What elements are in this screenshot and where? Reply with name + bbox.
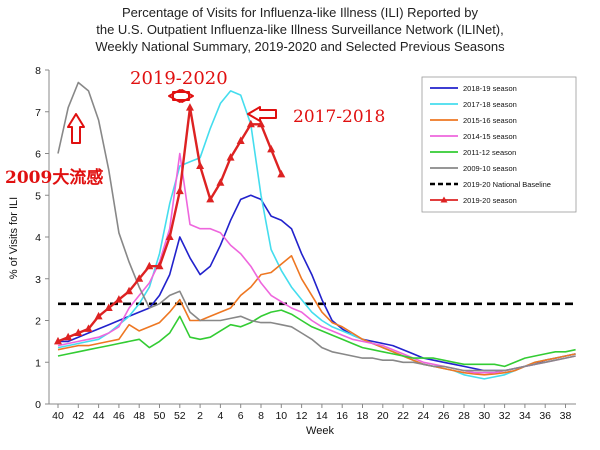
legend-items: 2018-19 season 2017-18 season 2015-16 seas…: [430, 84, 551, 205]
series-2019-20-season-point: [246, 119, 255, 128]
x-tick-label: 30: [478, 410, 490, 422]
y-tick-label: 6: [35, 149, 41, 161]
series-2019-20-season-point: [165, 232, 174, 240]
series-2019-20-season-point: [84, 324, 93, 332]
x-tick-label: 6: [238, 410, 244, 422]
x-tick-label: 16: [336, 410, 348, 422]
x-tick-label: 34: [519, 410, 531, 422]
series-2019-20-season-point: [74, 328, 83, 337]
x-tick-label: 18: [357, 410, 369, 422]
series-2019-20-season-point: [155, 261, 164, 270]
x-tick-label: 20: [377, 410, 389, 422]
chart-title-line-1: Percentage of Visits for Influenza-like …: [122, 5, 478, 20]
annotation-2017-2018: 2017-2018: [293, 107, 385, 127]
y-tick-label: 2: [35, 316, 41, 328]
series-2019-20-season-point: [185, 103, 194, 111]
annotation-2019-2020: 2019-2020: [130, 68, 228, 89]
series-2019-20-season-point: [216, 178, 225, 186]
legend-box: [421, 76, 577, 213]
y-axis-label: % of Visits for ILI: [8, 197, 20, 279]
y-tick-label: 5: [35, 190, 41, 202]
legend: 2018-19 season 2017-18 season 2015-16 seas…: [421, 76, 577, 213]
y-tick-label: 8: [35, 65, 41, 77]
series-2019-20-season-point: [267, 144, 276, 153]
y-tick-label: 7: [35, 107, 41, 119]
x-tick-label: 2: [197, 410, 203, 422]
series-2019-20-season-point: [175, 186, 184, 195]
series-2019-20-season-point: [196, 161, 205, 170]
arrow-2009: [67, 113, 85, 144]
legend-label-2011-12-season: 2011-12 season: [463, 148, 516, 157]
x-tick-label: 48: [133, 410, 145, 422]
x-tick-label: 46: [113, 410, 125, 422]
series-2019-20-season-point: [135, 274, 144, 282]
x-tick-label: 42: [72, 410, 84, 422]
x-tick-label: 40: [52, 410, 64, 422]
legend-label-2019-20-national-baseline: 2019-20 National Baseline: [463, 180, 551, 189]
series-2019-20-season-point: [206, 194, 215, 203]
series-2019-20-season-point: [257, 119, 265, 128]
series-2019-20-season-point: [277, 169, 286, 178]
x-axis-ticks: 40 42 44 46 48 50 52 2 4 6 8 10 12 14 16 18 20 22 24 26 28 30…: [52, 404, 571, 422]
y-tick-label: 3: [35, 274, 41, 286]
series-2019-20-season-point: [64, 332, 73, 341]
legend-label-2014-15-season: 2014-15 season: [463, 132, 517, 141]
x-tick-label: 4: [217, 410, 223, 422]
annotations: 2019-2020 2017-2018 2009大流感: [5, 68, 385, 188]
x-tick-label: 8: [258, 410, 264, 422]
x-tick-label: 26: [438, 410, 450, 422]
y-tick-label: 4: [35, 232, 41, 244]
legend-label-2017-18-season: 2017-18 season: [463, 100, 517, 109]
series-2017-18-season: [57, 90, 576, 380]
chart-title-line-2: the U.S. Outpatient Influenza-like Illne…: [96, 22, 504, 37]
legend-marker-2019-20-season: [440, 196, 448, 203]
x-tick-label: 14: [316, 410, 328, 422]
series-2009-10-season: [57, 81, 576, 372]
arrow-2017-2018: [247, 106, 277, 122]
series-2019-20-season-point: [145, 261, 154, 270]
x-tick-label: 36: [539, 410, 551, 422]
annotation-2009-pandemic: 2009大流感: [5, 167, 103, 188]
series-2019-20-season-point: [226, 153, 235, 161]
x-tick-label: 10: [275, 410, 287, 422]
series-2019-20-season-point: [114, 295, 123, 303]
x-tick-label: 12: [296, 410, 308, 422]
legend-label-2018-19-season: 2018-19 season: [463, 84, 517, 93]
series-2019-20-season-point: [104, 303, 113, 311]
x-tick-label: 52: [174, 410, 186, 422]
legend-label-2019-20-season: 2019-20 season: [463, 196, 517, 205]
series-2019-20-season-point: [236, 136, 245, 144]
y-tick-label: 1: [35, 357, 41, 369]
x-axis-label: Week: [306, 425, 334, 437]
chart-title: Percentage of Visits for Influenza-like …: [95, 5, 505, 54]
arrow-2019-2020-right: [172, 89, 194, 103]
legend-label-2015-16-season: 2015-16 season: [463, 116, 517, 125]
series-2019-20-season-point: [54, 336, 62, 345]
x-tick-label: 50: [154, 410, 166, 422]
arrow-2019-2020-left: [168, 89, 190, 103]
y-tick-label: 0: [35, 399, 41, 411]
series-2019-20-season-point: [125, 286, 134, 295]
y-axis-ticks: 0 1 2 3 4 5 6 7 8: [35, 65, 49, 411]
x-tick-label: 38: [560, 410, 572, 422]
x-tick-label: 22: [397, 410, 409, 422]
series-2015-16-season: [57, 255, 576, 376]
legend-label-2009-10-season: 2009-10 season: [463, 164, 517, 173]
x-tick-label: 28: [458, 410, 470, 422]
series-2014-15-season: [57, 152, 576, 374]
series-2011-12-season: [57, 309, 576, 368]
x-tick-label: 32: [499, 410, 511, 422]
series-layer: [54, 81, 576, 380]
series-2019-20-season-point: [94, 311, 103, 320]
chart-title-line-3: Weekly National Summary, 2019-2020 and S…: [95, 39, 505, 54]
x-tick-label: 24: [418, 410, 430, 422]
x-tick-label: 44: [93, 410, 105, 422]
